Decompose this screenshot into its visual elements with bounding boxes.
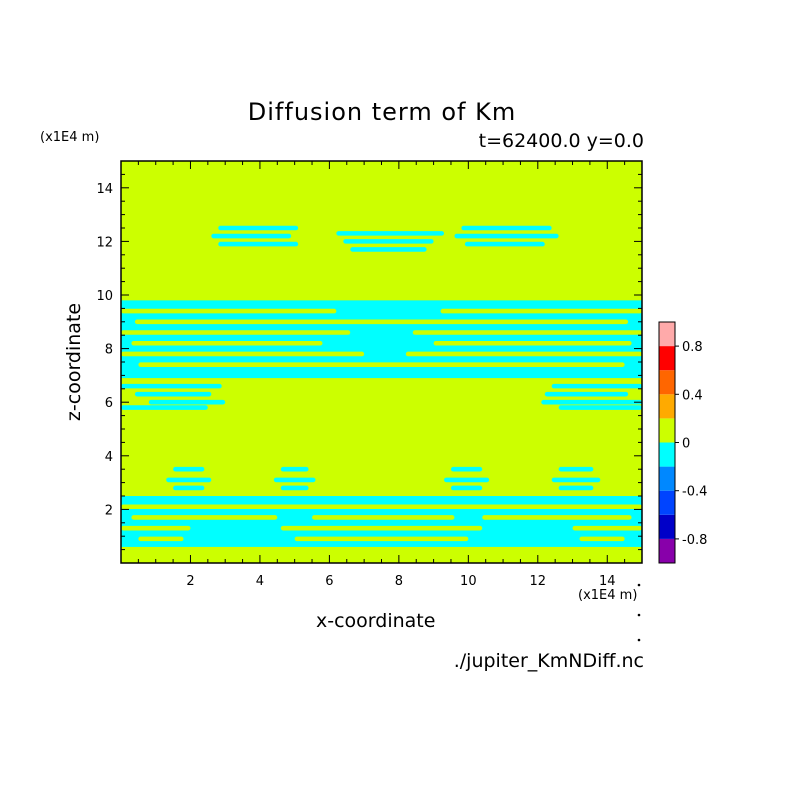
- positive-stripe: [482, 515, 632, 520]
- negative-bar: [558, 405, 642, 410]
- negative-bar: [121, 405, 208, 410]
- x-tick-label: 10: [460, 574, 477, 589]
- positive-stripe: [440, 308, 642, 314]
- colorbar-swatch: [659, 418, 675, 443]
- negative-bar: [134, 391, 212, 397]
- y-tick-label: 14: [96, 182, 113, 197]
- negative-bar: [211, 233, 292, 239]
- negative-bar: [461, 225, 552, 231]
- negative-bar: [558, 485, 594, 491]
- negative-bar: [280, 466, 309, 472]
- negative-bar: [450, 485, 483, 491]
- negative-bar: [218, 225, 299, 231]
- negative-bar: [444, 477, 490, 483]
- colorbar-tick-label: -0.4: [682, 485, 707, 500]
- x-tick-label: 8: [395, 574, 403, 589]
- y-tick-label: 12: [96, 235, 113, 250]
- positive-stripe: [121, 308, 337, 314]
- negative-bar: [173, 485, 205, 491]
- negative-bar: [336, 231, 445, 236]
- positive-stripe: [121, 330, 351, 335]
- y-tick-label: 4: [105, 450, 113, 465]
- colorbar-swatch: [659, 466, 675, 491]
- negative-bar: [173, 466, 205, 472]
- y-tick-label: 10: [96, 289, 113, 304]
- negative-bar: [558, 466, 594, 472]
- positive-stripe: [579, 536, 625, 542]
- positive-stripe: [138, 362, 625, 367]
- colorbar-swatch: [659, 514, 675, 539]
- positive-stripe: [131, 515, 278, 520]
- negative-bar: [121, 383, 222, 389]
- y-tick-label: 8: [105, 343, 113, 358]
- positive-stripe: [121, 351, 365, 357]
- y-axis-unit: (x1E4 m): [40, 130, 100, 145]
- unit-dot: [637, 638, 641, 642]
- colorbar-swatch: [659, 394, 675, 419]
- colorbar-swatch: [659, 490, 675, 515]
- negative-bar: [450, 466, 483, 472]
- positive-stripe: [280, 525, 483, 531]
- y-tick-label: 6: [105, 396, 113, 411]
- y-axis-label: z-coordinate: [63, 302, 85, 422]
- positive-stripe: [138, 536, 184, 542]
- source-filename: ./jupiter_KmNDiff.nc: [453, 650, 644, 672]
- negative-bar: [454, 233, 559, 239]
- negative-bar: [218, 241, 299, 247]
- positive-stripe: [312, 515, 455, 520]
- colorbar-tick-label: -0.8: [682, 533, 707, 548]
- axes: 2 4 6 8 10 12 14 2 4 6 8 10 12 14: [96, 161, 642, 589]
- positive-stripe: [134, 319, 629, 325]
- colorbar-tick-label: 0.8: [682, 340, 703, 355]
- colorbar-swatch: [659, 538, 675, 563]
- x-axis-label: x-coordinate: [316, 610, 436, 632]
- positive-stripe: [121, 504, 642, 509]
- negative-bar: [541, 399, 642, 405]
- unit-dot: [637, 583, 641, 587]
- colorbar-swatch: [659, 442, 675, 467]
- colorbar-swatch: [659, 346, 675, 371]
- negative-bar: [464, 241, 545, 247]
- colorbar-swatch: [659, 322, 675, 347]
- x-tick-label: 4: [256, 574, 264, 589]
- x-tick-label: 14: [599, 574, 616, 589]
- unit-dot: [637, 613, 641, 617]
- unit-marks: [637, 583, 641, 642]
- chart-title: Diffusion term of Km: [247, 98, 517, 126]
- positive-stripe: [405, 351, 642, 357]
- negative-bar: [544, 391, 629, 397]
- contour-field: [121, 161, 642, 563]
- colorbar-swatch: [659, 370, 675, 395]
- negative-bar: [350, 247, 427, 252]
- negative-bar: [148, 399, 226, 405]
- negative-bar: [343, 239, 434, 244]
- negative-bar: [551, 383, 642, 389]
- x-tick-label: 2: [186, 574, 194, 589]
- positive-stripe: [121, 525, 191, 531]
- colorbar-tick-label: 0.4: [682, 388, 703, 403]
- positive-stripe: [572, 525, 642, 531]
- negative-bar: [273, 477, 316, 483]
- positive-stripe: [433, 340, 632, 346]
- x-axis-unit: (x1E4 m): [578, 588, 638, 603]
- x-tick-label: 12: [530, 574, 547, 589]
- positive-stripe: [294, 536, 469, 542]
- colorbar-tick-label: 0: [682, 437, 690, 452]
- y-tick-label: 2: [105, 503, 113, 518]
- negative-bar: [166, 477, 212, 483]
- chart-subtitle: t=62400.0 y=0.0: [478, 130, 644, 152]
- positive-stripe: [412, 330, 642, 335]
- colorbar: 0.8 0.4 0 -0.4 -0.8: [658, 321, 707, 564]
- positive-stripe: [131, 340, 323, 346]
- negative-bar: [280, 485, 309, 491]
- x-tick-label: 6: [325, 574, 333, 589]
- negative-bar: [551, 477, 601, 483]
